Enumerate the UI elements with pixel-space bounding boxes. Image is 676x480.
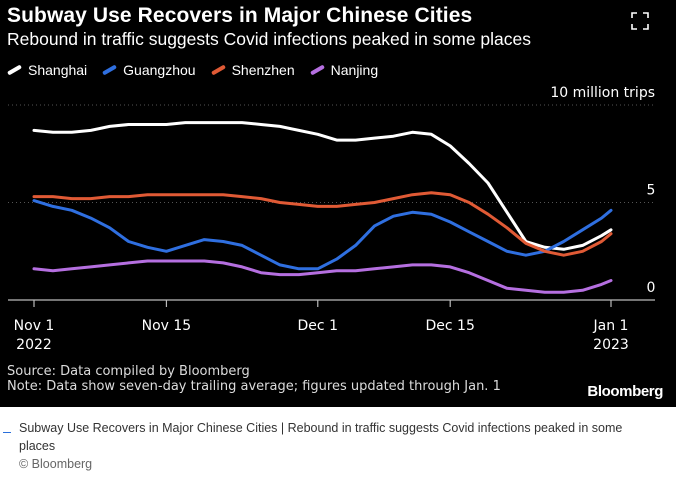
source-line: Source: Data compiled by Bloomberg xyxy=(7,364,250,379)
legend-item: Guangzhou xyxy=(102,62,196,78)
brand-logo: Bloomberg xyxy=(587,383,663,400)
source-note: Source: Data compiled by Bloomberg Note:… xyxy=(7,364,501,394)
expand-icon[interactable] xyxy=(630,11,650,31)
x-tick-label: Nov 1 xyxy=(14,318,55,334)
x-tick-label: Nov 15 xyxy=(142,318,192,334)
series-line-nanjing xyxy=(32,259,613,294)
y-tick-label: 0 xyxy=(647,280,656,296)
legend-label: Guangzhou xyxy=(123,62,196,78)
legend: Shanghai Guangzhou Shenzhen Nanjing xyxy=(7,62,378,78)
x-tick-year-label: 2023 xyxy=(593,337,629,353)
y-axis-unit-label: 10 million trips xyxy=(550,85,655,101)
y-tick-label: 5 xyxy=(647,183,656,199)
chart-subtitle: Rebound in traffic suggests Covid infect… xyxy=(7,29,532,49)
plot-area: 5 0 Nov 1 2022 Nov 15 Dec 1 Dec 15 Jan 1 2023 xyxy=(8,104,656,353)
x-tick-label: Jan 1 xyxy=(593,318,629,334)
series-line-guangzhou xyxy=(32,199,613,271)
x-tick-year-label: 2022 xyxy=(16,337,52,353)
series-line-shenzhen xyxy=(32,191,613,257)
series-line-shanghai xyxy=(32,121,613,251)
legend-label: Shanghai xyxy=(28,62,88,78)
legend-item: Nanjing xyxy=(309,62,379,78)
legend-label: Shenzhen xyxy=(231,62,295,78)
image-caption: Subway Use Recovers in Major Chinese Cit… xyxy=(19,421,623,453)
image-credit: © Bloomberg xyxy=(19,457,93,471)
x-tick-label: Dec 15 xyxy=(426,318,475,334)
note-line: Note: Data show seven-day trailing avera… xyxy=(7,379,501,394)
legend-item: Shanghai xyxy=(7,62,87,78)
legend-item: Shenzhen xyxy=(210,62,295,78)
chart-card: Subway Use Recovers in Major Chinese Cit… xyxy=(0,0,676,407)
legend-label: Nanjing xyxy=(330,62,379,78)
chart-title: Subway Use Recovers in Major Chinese Cit… xyxy=(7,4,473,27)
x-tick-label: Dec 1 xyxy=(298,318,338,334)
caption-marker xyxy=(3,432,11,433)
